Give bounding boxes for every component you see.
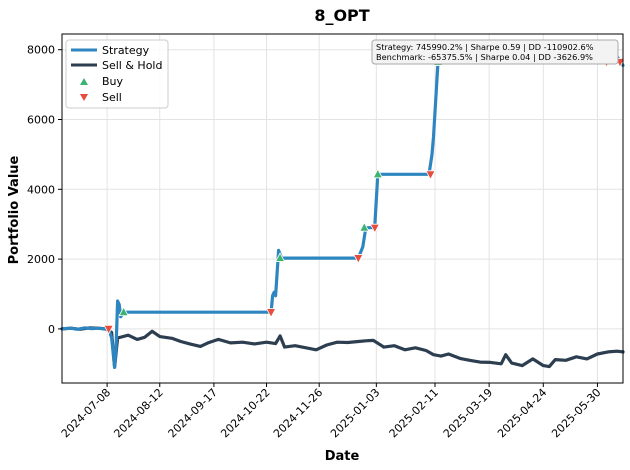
legend-strategy-label: Strategy: [102, 44, 150, 57]
buy-marker: [372, 168, 384, 179]
legend-buy-label: Buy: [102, 75, 124, 88]
x-tick-label: 2025-05-30: [549, 386, 603, 440]
y-tick-label: 8000: [27, 44, 55, 57]
series-layer: [60, 55, 625, 369]
buy-marker: [118, 306, 129, 317]
legend-buy-marker-icon: [80, 78, 88, 85]
legend-sell-label: Sell: [102, 91, 122, 104]
plot-area-frame: [61, 33, 624, 384]
sell-marker: [103, 325, 114, 335]
x-tick-label: 2024-07-08: [59, 386, 113, 440]
y-tick-label: 6000: [27, 114, 55, 127]
sell-marker: [369, 223, 381, 234]
legend: Strategy Sell & Hold Buy Sell: [65, 39, 169, 109]
y-tick-label: 4000: [27, 183, 55, 196]
legend-box: [65, 39, 169, 109]
x-tick-label: 2025-03-19: [441, 386, 495, 440]
y-axis-label: Portfolio Value: [7, 155, 22, 264]
x-tick-label: 2024-10-22: [218, 386, 272, 440]
x-tick-label: 2024-11-26: [271, 386, 325, 440]
series-line-strategy: [60, 55, 625, 369]
x-tick-label: 2025-02-11: [387, 386, 441, 440]
x-tick-label: 2024-08-12: [111, 386, 165, 440]
series-line-sell-hold: [60, 326, 625, 369]
stats-annotation-box: [371, 39, 619, 65]
sell-marker: [353, 254, 364, 264]
trade-markers: [103, 54, 626, 335]
sell-marker: [265, 308, 277, 319]
x-tick-label: 2025-01-03: [328, 386, 382, 440]
chart-title: 8_OPT: [314, 6, 369, 25]
stats-benchmark-line: Benchmark: -65375.5% | Sharpe 0.04 | DD …: [376, 52, 593, 62]
buy-marker: [274, 252, 286, 262]
buy-marker: [359, 221, 370, 232]
sell-marker: [425, 170, 436, 181]
y-tick-label: 0: [48, 323, 55, 336]
legend-sell-hold-label: Sell & Hold: [102, 59, 162, 72]
stats-strategy-line: Strategy: 745990.2% | Sharpe 0.59 | DD -…: [376, 42, 594, 52]
x-tick-label: 2025-04-24: [495, 386, 549, 440]
stats-annotation: Strategy: 745990.2% | Sharpe 0.59 | DD -…: [371, 39, 619, 65]
x-axis-label: Date: [325, 449, 360, 464]
legend-sell-marker-icon: [80, 94, 88, 101]
y-tick-label: 2000: [27, 253, 55, 266]
x-tick-label: 2024-09-17: [166, 386, 220, 440]
